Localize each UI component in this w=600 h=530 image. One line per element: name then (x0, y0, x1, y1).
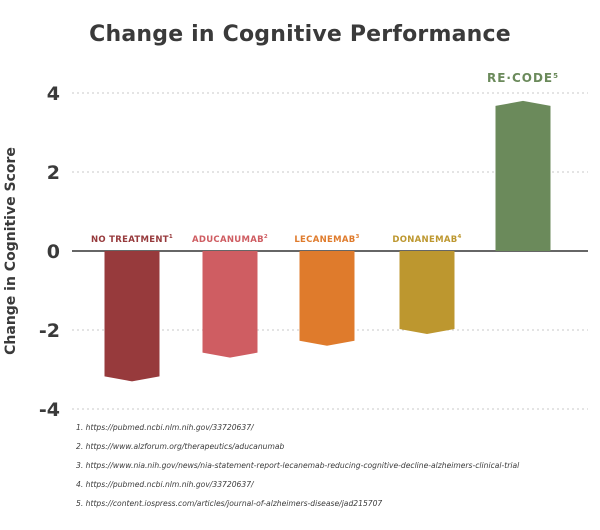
bar-label-footnote: 3 (356, 234, 360, 240)
references-list: 1. https://pubmed.ncbi.nlm.nih.gov/33720… (76, 418, 519, 513)
bar-label-footnote: 4 (457, 234, 461, 240)
bar-label-text: LECANEMAB (294, 235, 355, 245)
bar-label: LECANEMAB3 (294, 234, 359, 245)
bar-label: RE·CODE5 (487, 71, 559, 85)
reference-item: 2. https://www.alzforum.org/therapeutics… (76, 442, 285, 451)
y-tick-label: 2 (47, 162, 60, 184)
y-axis-label: Change in Cognitive Score (3, 147, 19, 355)
bar-label-footnote: 1 (169, 234, 173, 240)
bar-label-footnote: 2 (264, 234, 268, 240)
bar (202, 251, 258, 358)
bar (495, 100, 551, 252)
chart-title: Change in Cognitive Performance (89, 22, 511, 47)
bar-label-text: NO TREATMENT (91, 235, 169, 245)
bar-label-footnote: 5 (553, 72, 559, 80)
bar-label: NO TREATMENT1 (91, 234, 173, 245)
bar (399, 251, 455, 334)
bars (104, 100, 551, 382)
bar-label: DONANEMAB4 (392, 234, 461, 245)
bar (104, 251, 160, 382)
y-tick-labels: 4 2 0 -2 -4 (39, 83, 60, 421)
bar-label-text: RE·CODE (487, 71, 553, 85)
bar-label-text: DONANEMAB (392, 235, 457, 245)
bar (299, 251, 355, 346)
reference-item: 4. https://pubmed.ncbi.nlm.nih.gov/33720… (76, 480, 254, 489)
bar-labels: NO TREATMENT1 ADUCANUMAB2 LECANEMAB3 DONANE… (91, 71, 559, 245)
bar-label-text: ADUCANUMAB (192, 235, 264, 245)
y-tick-label: -4 (39, 399, 60, 421)
reference-item: 1. https://pubmed.ncbi.nlm.nih.gov/33720… (76, 423, 254, 432)
reference-item: 5. https://content.iospress.com/articles… (76, 499, 383, 508)
reference-item: 3. https://www.nia.nih.gov/news/nia-stat… (76, 461, 520, 470)
y-tick-label: -2 (39, 320, 60, 342)
bar-label: ADUCANUMAB2 (192, 234, 268, 245)
y-tick-label: 0 (47, 241, 60, 263)
y-tick-label: 4 (47, 83, 60, 105)
